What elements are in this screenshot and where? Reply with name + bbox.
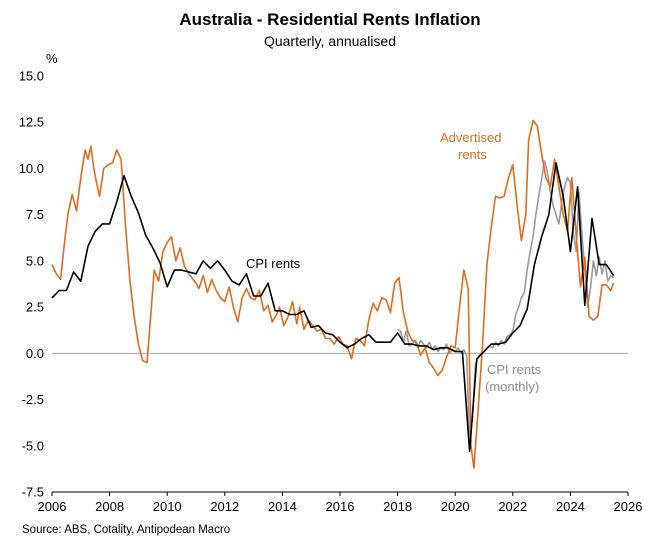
y-tick-label: 0.0 [26,346,44,361]
annotation-cpi-rents: CPI rents [246,256,301,271]
x-tick-label: 2026 [614,499,643,514]
y-tick-label: 7.5 [26,207,44,222]
x-tick-label: 2018 [383,499,412,514]
x-tick-label: 2010 [153,499,182,514]
y-tick-label: 12.5 [19,115,44,130]
chart-subtitle: Quarterly, annualised [263,33,397,49]
y-tick-label: 2.5 [26,300,44,315]
x-tick-label: 2022 [498,499,527,514]
x-axis-ticks: 2006 2008 2010 2012 2014 2016 2018 2020 2022 2024… [38,492,643,514]
source-note: Source: ABS, Cotality, Antipodean Macro [22,524,231,536]
y-tick-label: 15.0 [19,69,44,84]
series-cpi-rents [51,162,615,453]
x-tick-label: 2016 [326,499,355,514]
y-axis-ticks: 15.0 12.5 10.0 7.5 5.0 2.5 0.0 -2.5 -5.0 -7.5 [19,69,44,500]
y-tick-label: -7.5 [22,485,44,500]
annotation-cpi-monthly-line1: CPI rents [487,362,542,377]
x-tick-label: 2020 [441,499,470,514]
annotation-advertised-line2: rents [458,147,487,162]
series-layer [51,119,615,469]
y-tick-label: -2.5 [22,392,44,407]
x-tick-label: 2024 [556,499,585,514]
series-cpi-rents-monthly [397,160,615,443]
y-tick-label: 5.0 [26,253,44,268]
annotation-advertised-line1: Advertised [440,130,501,145]
y-axis-unit-label: % [46,51,58,66]
x-tick-label: 2006 [38,499,67,514]
y-tick-label: -5.0 [22,438,44,453]
x-tick-label: 2008 [95,499,124,514]
x-tick-label: 2014 [268,499,297,514]
series-advertised-rents [51,119,615,469]
chart-title: Australia - Residential Rents Inflation [179,10,481,29]
y-tick-label: 10.0 [19,161,44,176]
annotation-cpi-monthly-line2: (monthly) [485,379,539,394]
x-tick-label: 2012 [210,499,239,514]
